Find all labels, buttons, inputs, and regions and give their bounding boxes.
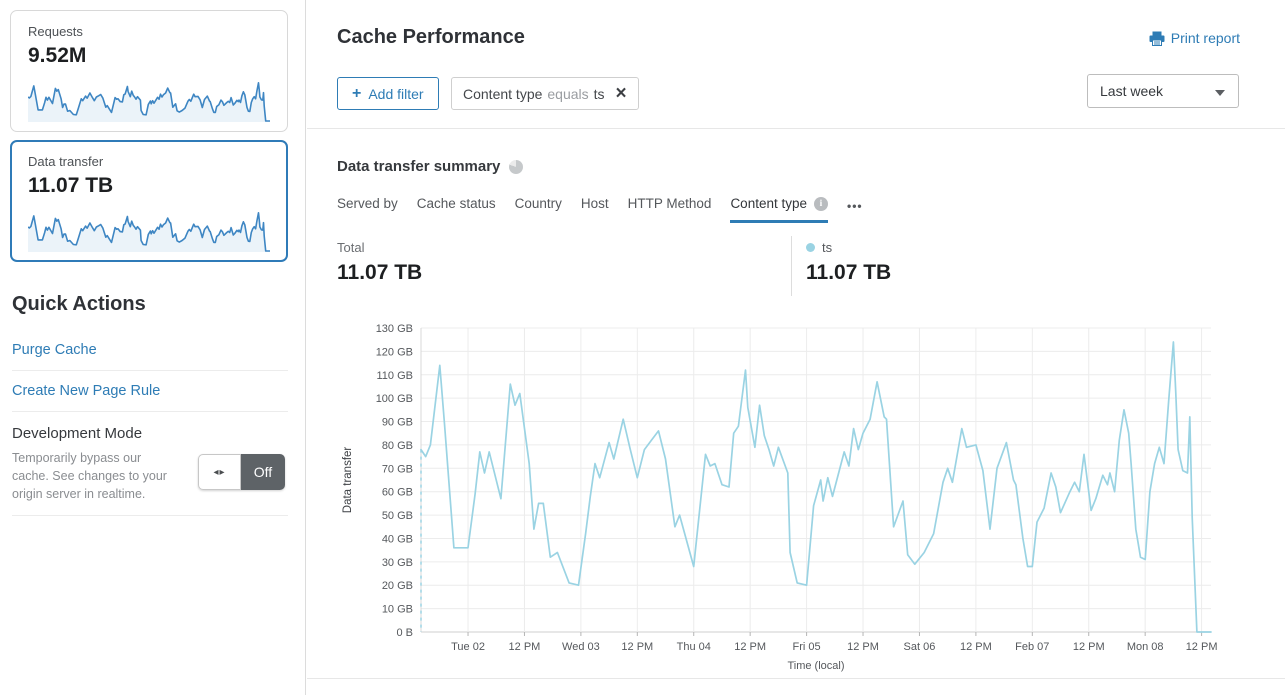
print-report-label: Print report [1170,30,1240,46]
add-filter-button[interactable]: + Add filter [337,77,439,110]
svg-text:Tue 02: Tue 02 [451,641,485,653]
filter-chip-operator: equals [547,85,589,102]
development-mode-toggle[interactable]: ◂ ▸ Off [198,454,285,490]
filter-chip-value: ts [593,85,605,102]
total-value: 11.07 TB [337,261,423,284]
tab-content-type[interactable]: Content type i [730,196,828,223]
plus-icon: + [352,84,362,102]
filter-chip-field: Content type [463,85,543,102]
quick-actions-section: Quick Actions Purge Cache Create New Pag… [12,293,288,517]
requests-metric-card[interactable]: Requests 9.52M [10,10,288,132]
svg-text:100 GB: 100 GB [376,393,413,405]
total-label: Total [337,240,365,255]
sidebar: Requests 9.52M Data transfer 11.07 TB Qu… [0,0,305,695]
svg-text:12 PM: 12 PM [734,641,766,653]
svg-text:12 PM: 12 PM [1186,641,1218,653]
svg-text:Feb 07: Feb 07 [1015,641,1049,653]
divider [791,236,792,296]
svg-text:0 B: 0 B [396,627,413,639]
series-block: ts 11.07 TB [806,240,891,285]
svg-text:Thu 04: Thu 04 [677,641,711,653]
svg-text:50 GB: 50 GB [382,510,413,522]
svg-text:12 PM: 12 PM [621,641,653,653]
close-icon[interactable]: × [615,83,627,104]
svg-text:Time (local): Time (local) [787,660,844,672]
data-transfer-sparkline [28,212,270,252]
series-value: 11.07 TB [806,261,892,284]
divider [307,678,1285,679]
chevron-down-icon [1215,90,1225,96]
more-tabs-icon[interactable]: ••• [847,199,863,213]
divider [12,411,288,412]
svg-text:Sat 06: Sat 06 [904,641,936,653]
svg-text:30 GB: 30 GB [382,557,413,569]
pie-timer-icon [509,159,524,174]
dimension-tabs: Served by Cache status Country Host HTTP… [337,196,863,223]
svg-text:70 GB: 70 GB [382,463,413,475]
data-transfer-card-label: Data transfer [28,154,104,169]
requests-card-label: Requests [28,24,83,39]
tab-host[interactable]: Host [580,196,609,211]
svg-text:Wed 03: Wed 03 [562,641,600,653]
series-label: ts [822,240,833,255]
development-mode-description: Temporarily bypass our cache. See change… [12,451,167,501]
svg-text:12 PM: 12 PM [960,641,992,653]
svg-text:12 PM: 12 PM [1073,641,1105,653]
series-legend: ts [806,240,891,255]
data-transfer-chart: 0 B 10 GB 20 GB 30 GB 40 GB 50 GB 60 GB 70 GB 80… [326,318,1226,678]
time-range-select[interactable]: Last week [1087,74,1239,108]
svg-text:60 GB: 60 GB [382,487,413,499]
quick-actions-title: Quick Actions [12,293,146,315]
development-mode-title: Development Mode [12,425,143,442]
page-title: Cache Performance [337,26,525,48]
svg-text:120 GB: 120 GB [376,346,413,358]
svg-text:80 GB: 80 GB [382,440,413,452]
svg-text:90 GB: 90 GB [382,417,413,429]
data-transfer-card-value: 11.07 TB [28,174,114,197]
section-title: Data transfer summary [337,158,524,175]
svg-text:20 GB: 20 GB [382,580,413,592]
toggle-off-label: Off [241,454,285,490]
svg-text:40 GB: 40 GB [382,533,413,545]
requests-card-value: 9.52M [28,44,87,67]
divider [12,370,288,371]
requests-sparkline [28,82,270,122]
svg-text:130 GB: 130 GB [376,323,413,335]
purge-cache-link[interactable]: Purge Cache [12,342,97,358]
svg-text:Mon 08: Mon 08 [1127,641,1164,653]
svg-text:Data transfer: Data transfer [342,447,354,514]
total-block: Total 11.07 TB [337,240,422,285]
print-report-button[interactable]: Print report [1149,30,1240,46]
create-page-rule-link[interactable]: Create New Page Rule [12,383,161,399]
time-range-value: Last week [1100,83,1164,99]
section-title-label: Data transfer summary [337,158,501,175]
main-panel: Cache Performance Print report + Add fil… [305,0,1285,695]
svg-text:Fri 05: Fri 05 [793,641,821,653]
info-icon[interactable]: i [814,196,828,211]
toggle-arrows-icon: ◂ ▸ [198,454,241,490]
svg-text:12 PM: 12 PM [847,641,879,653]
svg-text:12 PM: 12 PM [509,641,541,653]
svg-text:10 GB: 10 GB [382,604,413,616]
filter-chip[interactable]: Content type equals ts × [451,77,639,110]
development-mode-block: Development Mode Temporarily bypass our … [12,412,288,503]
printer-icon [1149,31,1165,46]
tab-served-by[interactable]: Served by [337,196,398,211]
divider [307,128,1285,129]
divider [12,515,288,517]
add-filter-label: Add filter [368,85,424,102]
data-transfer-metric-card[interactable]: Data transfer 11.07 TB [10,140,288,262]
tab-country[interactable]: Country [514,196,562,211]
tab-cache-status[interactable]: Cache status [416,196,496,211]
svg-text:110 GB: 110 GB [377,370,414,382]
tab-http-method[interactable]: HTTP Method [627,196,712,211]
series-color-dot [806,243,815,252]
